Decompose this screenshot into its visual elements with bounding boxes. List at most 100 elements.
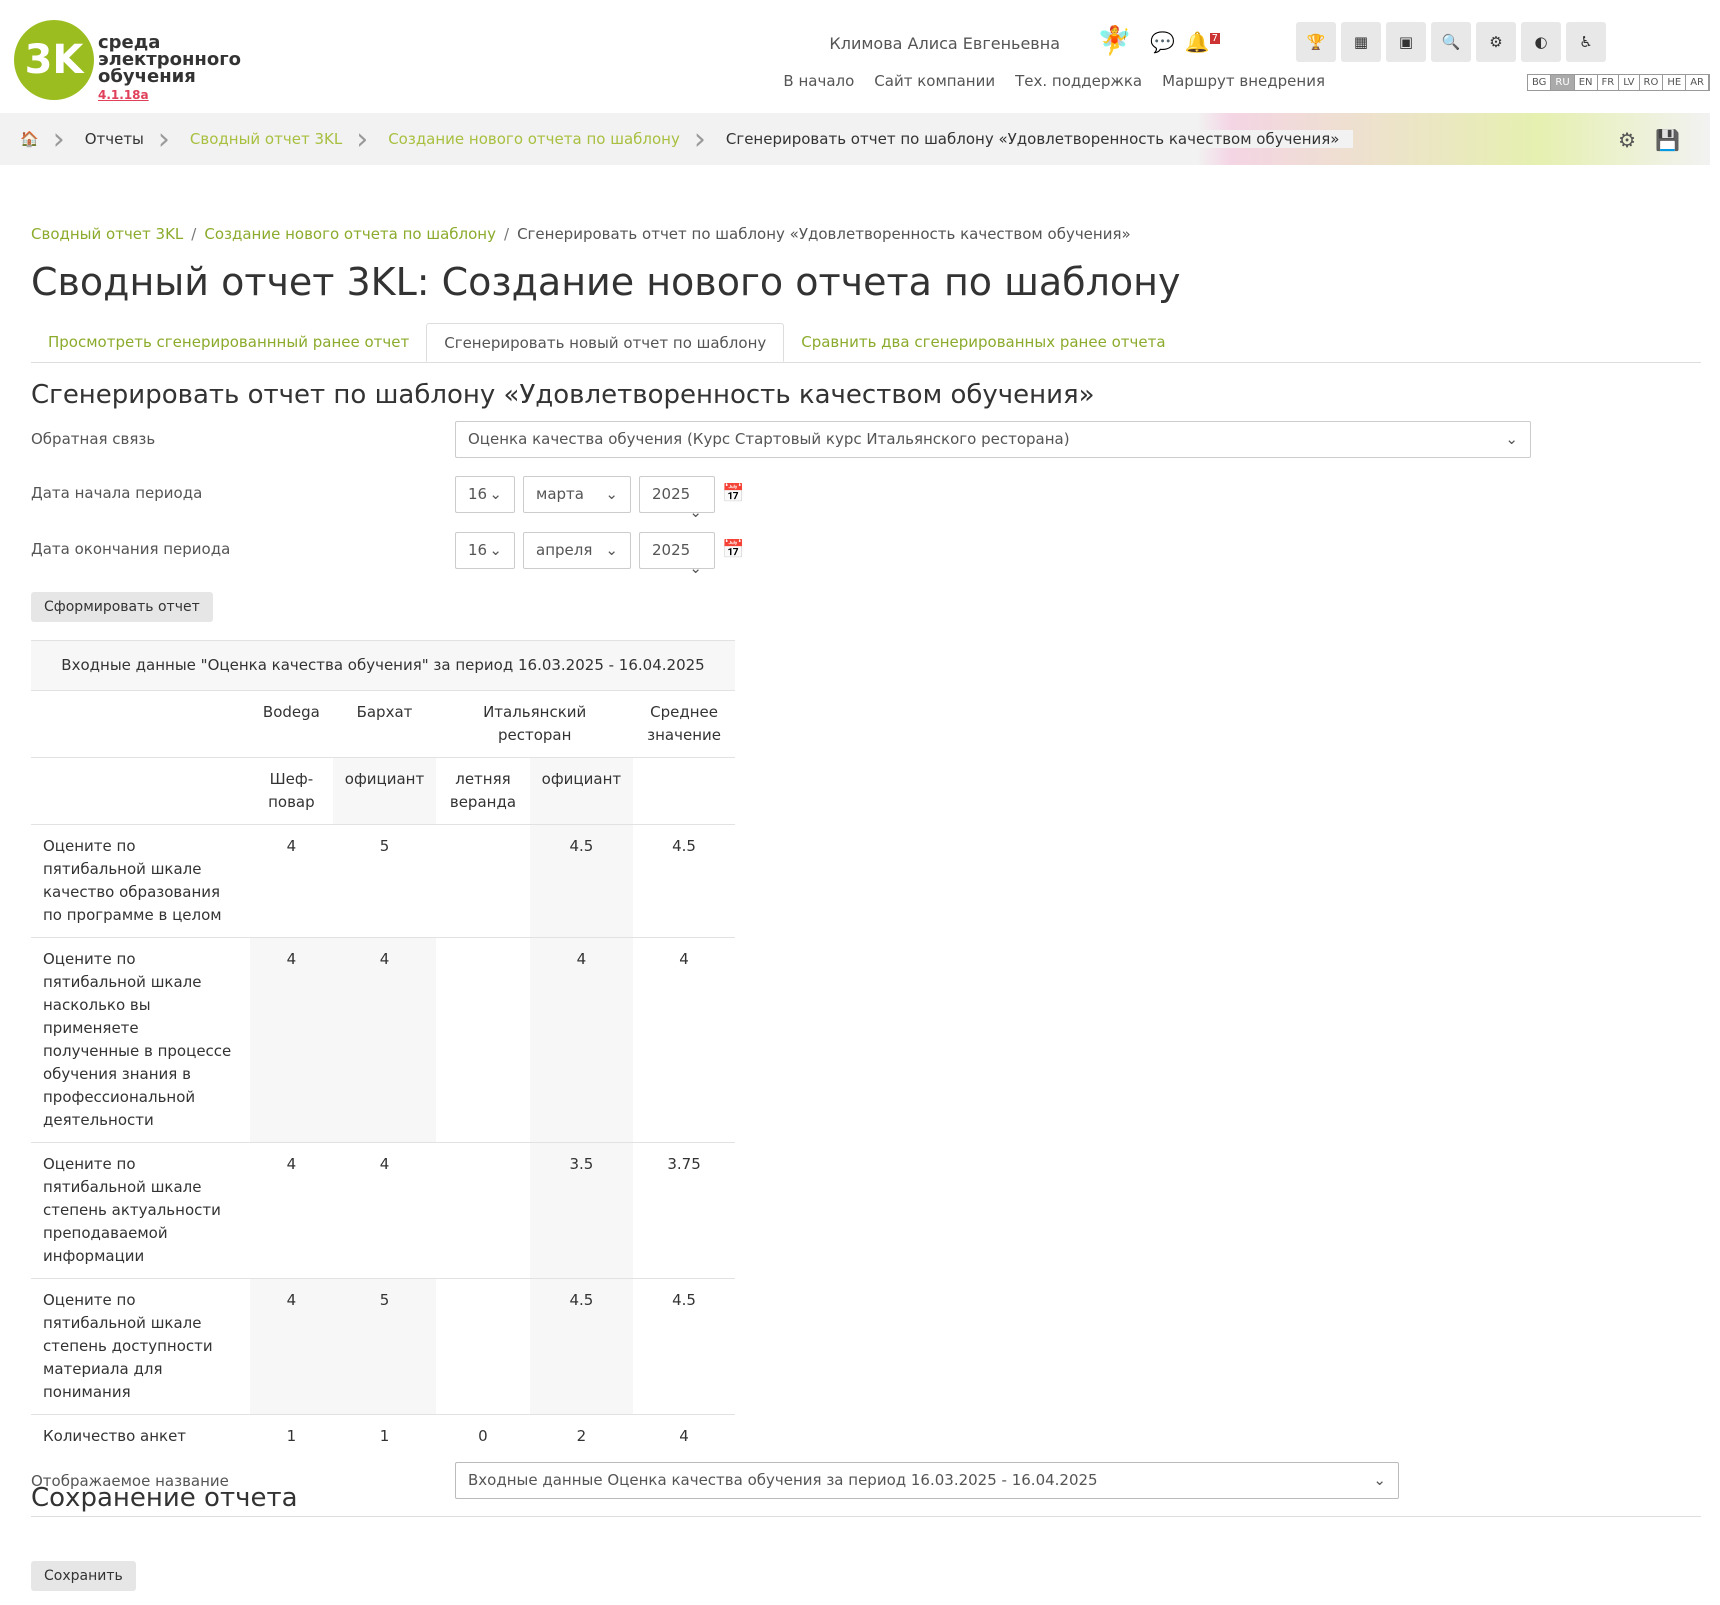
value-cell: 4.5 [529,824,634,938]
value-cell [436,1142,530,1279]
count-cell: 1 [250,1414,333,1458]
count-row: Количество анкет 1 1 0 2 4 [31,1414,735,1458]
save-button[interactable]: Сохранить [31,1561,136,1591]
value-cell: 5 [332,1278,437,1415]
calendar-icon[interactable]: 📅 [722,539,745,560]
trophy-button[interactable]: 🏆 [1296,22,1336,62]
value-cell [436,1278,530,1415]
month-select[interactable]: марта [523,476,631,513]
crumb[interactable]: Создание нового отчета по шаблону [204,225,496,243]
table-caption: Входные данные "Оценка качества обучения… [31,640,735,691]
group-header: Среднее значение [633,690,735,758]
role-header: Шеф-повар [250,757,333,825]
separator: › [52,121,65,157]
language[interactable]: BG [1528,75,1552,90]
blocks-button[interactable]: ▦ [1341,22,1381,62]
question-row: Оцените по пятибальной шкале степень акт… [31,1142,735,1279]
group-header: Бархат [332,690,437,758]
language[interactable]: EN [1575,75,1598,90]
question-row: Оцените по пятибальной шкале качество об… [31,824,735,938]
count-cell: 2 [529,1414,634,1458]
language[interactable]: RO [1640,75,1664,90]
crumb: Сгенерировать отчет по шаблону «Удовлетв… [517,225,1131,243]
language[interactable]: HE [1663,75,1687,90]
cell [31,690,250,758]
language[interactable]: RU [1551,75,1575,90]
language[interactable]: FR [1598,75,1620,90]
search-button[interactable]: 🔍 [1431,22,1471,62]
language[interactable]: AR [1686,75,1709,90]
layout-button[interactable]: ▣ [1386,22,1426,62]
value-cell: 4 [250,824,333,938]
count-cell: 1 [332,1414,437,1458]
value-cell: 3.75 [633,1142,735,1279]
year-select[interactable]: 2025 [639,532,715,569]
top-nav: В начало Сайт компании Тех. поддержка Маршр… [783,72,1325,90]
separator: / [504,225,510,243]
nav-link[interactable]: Сайт компании [874,72,996,90]
notifications-icon[interactable]: 🔔 7 [1184,30,1220,54]
generate-button[interactable]: Сформировать отчет [31,592,213,622]
tab[interactable]: Сгенерировать новый отчет по шаблону [426,323,785,362]
messages-icon[interactable]: 💬 [1150,30,1175,54]
tabs: Просмотреть сгенерированнный ранее отчет… [31,323,1701,363]
logo-line: обучения [98,66,196,87]
toggle-button[interactable]: ◐ [1521,22,1561,62]
value-cell: 4 [250,1278,333,1415]
day-select[interactable]: 16 [455,476,515,513]
logo-mark: 3K [14,20,94,100]
month-select[interactable]: апреля [523,532,631,569]
breadcrumb: Сводный отчет 3KL / Создание нового отчета… [31,225,1131,243]
notification-count: 7 [1209,33,1220,45]
calendar-icon[interactable]: 📅 [722,483,745,504]
nav-link[interactable]: Тех. поддержка [1015,72,1143,90]
group-header: Bodega [250,690,333,758]
value-cell: 4 [332,937,437,1143]
accessibility-button[interactable]: ♿ [1566,22,1606,62]
language[interactable]: LV [1619,75,1640,90]
feedback-select[interactable]: Оценка качества обучения (Курс Стартовый… [455,421,1531,458]
settings-button[interactable]: ⚙ [1476,22,1516,62]
question: Оцените по пятибальной шкале качество об… [31,824,250,938]
bar-crumb[interactable]: Создание нового отчета по шаблону [388,130,680,148]
logo-text: среда электронного обучения 4.1.18a [98,34,244,104]
field-label: Отображаемое название [31,1472,229,1490]
year-select[interactable]: 2025 [639,476,715,513]
report-table: Входные данные "Оценка качества обучения… [31,640,735,1458]
bar-crumb[interactable]: Сводный отчет 3KL [189,130,343,148]
field-label: Дата окончания периода [31,540,231,558]
role-header: официант [332,757,437,825]
tab[interactable]: Просмотреть сгенерированнный ранее отчет [48,333,410,351]
role-row: Шеф-повар официант летняя веранда официант [31,757,735,825]
count-label: Количество анкет [31,1414,250,1458]
value-cell: 4 [529,937,634,1143]
user-name[interactable]: Климова Алиса Евгеньевна [829,34,1060,53]
cell [31,757,250,825]
bar-crumb[interactable]: Отчеты [84,130,144,148]
count-cell: 0 [436,1414,530,1458]
tab[interactable]: Сравнить два сгенерированных ранее отчет… [801,333,1166,351]
bar-settings[interactable]: ⚙ 💾 [1618,128,1680,152]
logo[interactable]: 3K среда электронного обучения 4.1.18a [14,20,244,110]
logo-line: электронного [98,49,241,70]
home-icon[interactable]: 🏠 [20,130,39,148]
field-label: Обратная связь [31,430,156,448]
caption-row: Входные данные "Оценка качества обучения… [31,640,735,691]
question-row: Оцените по пятибальной шкале степень дос… [31,1278,735,1415]
value-cell: 4 [633,937,735,1143]
question: Оцените по пятибальной шкале степень акт… [31,1142,250,1279]
nav-link[interactable]: Маршрут внедрения [1162,72,1325,90]
crumb[interactable]: Сводный отчет 3KL [31,225,184,243]
bar-crumb[interactable]: Сгенерировать отчет по шаблону «Удовлетв… [705,130,1354,148]
value-cell: 4 [250,1142,333,1279]
value-cell [436,824,530,938]
nav-link[interactable]: В начало [783,72,855,90]
input-value: Входные данные Оценка качества обучения … [468,1471,1098,1489]
day-select[interactable]: 16 [455,532,515,569]
divider [31,1516,1701,1517]
separator: › [157,121,170,157]
name-input[interactable]: Входные данные Оценка качества обучения … [455,1462,1399,1499]
group-header: Итальянский ресторан [436,690,634,758]
avatar[interactable]: 🧚 [1097,24,1132,57]
role-header: летняя веранда [436,757,530,825]
